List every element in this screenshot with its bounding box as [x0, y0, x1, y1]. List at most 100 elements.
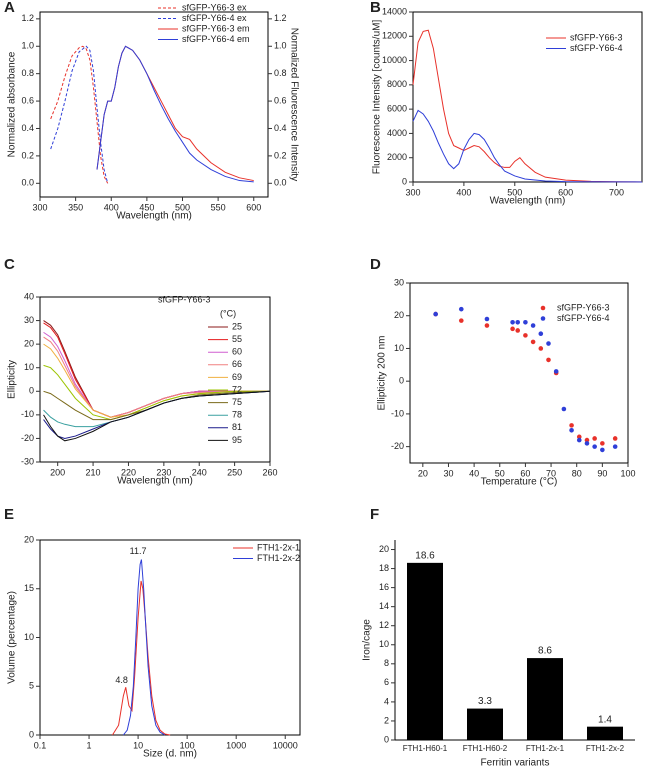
- x-axis-title: Wavelength (nm): [117, 476, 193, 487]
- legend-label: 66: [232, 359, 242, 369]
- x-tick-label: 230: [156, 467, 171, 477]
- annotation: 4.8: [115, 675, 128, 685]
- x-tick-label: 1: [87, 740, 92, 750]
- panel-label: C: [4, 256, 15, 273]
- y-tick-label: 20: [379, 544, 389, 554]
- y-tick-label: 15: [24, 583, 34, 593]
- y-tick-label: 10: [379, 639, 389, 649]
- y-tick-label: 2000: [387, 152, 407, 162]
- series-line: [412, 29, 643, 183]
- legend-label: FTH1-2x-2: [257, 553, 300, 563]
- y-axis-title: Fluorescence Intensity [counts/uM]: [372, 20, 383, 175]
- y2-tick-label: 0.2: [274, 150, 287, 160]
- x-tick-label: 0.1: [34, 740, 47, 750]
- point: [569, 427, 574, 433]
- point: [484, 316, 490, 322]
- y-tick-label: 8: [384, 658, 389, 668]
- y-tick-label: 20: [24, 339, 34, 349]
- legend-marker: [540, 316, 546, 321]
- value-label: 1.4: [598, 714, 612, 725]
- y-tick-label: 12000: [382, 31, 407, 41]
- y-tick-label: 20: [394, 310, 404, 320]
- point: [538, 331, 544, 337]
- y2-tick-label: 0.0: [274, 178, 287, 188]
- y-tick-label: 0.0: [21, 178, 34, 188]
- legend-unit: (°C): [220, 308, 236, 318]
- x-tick-label: 210: [86, 467, 101, 477]
- point: [576, 437, 582, 443]
- x-tick-label: FTH1-H60-1: [403, 744, 448, 753]
- point: [546, 341, 551, 346]
- point: [530, 339, 536, 345]
- annotation: 11.7: [130, 546, 147, 556]
- legend-label: 81: [232, 422, 242, 432]
- y-tick-label: 12: [379, 620, 389, 630]
- point: [510, 319, 515, 325]
- legend-label: sfGFP-Y66-4 ex: [182, 13, 247, 23]
- legend-label: 95: [232, 435, 242, 445]
- series-line: [43, 336, 270, 418]
- plot-frame: [39, 296, 271, 463]
- x-tick-label: FTH1-H60-2: [463, 744, 508, 753]
- series-line: [412, 109, 643, 183]
- point: [584, 437, 590, 443]
- x-axis-title: Ferritin variants: [481, 758, 550, 769]
- point: [523, 333, 528, 338]
- series-line: [50, 45, 109, 184]
- y-tick-label: 4: [384, 696, 389, 706]
- x-tick-label: FTH1-2x-2: [586, 744, 625, 753]
- y-tick-label: -20: [391, 441, 404, 451]
- x-tick-label: 10: [133, 740, 143, 750]
- y-tick-label: 10: [24, 362, 34, 372]
- x-tick-label: 450: [139, 202, 154, 212]
- y-tick-label: 0.4: [21, 123, 34, 133]
- legend-label: 78: [232, 410, 242, 420]
- x-tick-label: 600: [558, 187, 573, 197]
- legend-label: 25: [232, 321, 242, 331]
- point: [515, 319, 521, 325]
- x-tick-label: 300: [32, 202, 47, 212]
- x-tick-label: 400: [104, 202, 119, 212]
- y-axis-title: Ellipticity 200 nm: [377, 335, 388, 410]
- value-label: 3.3: [478, 696, 492, 707]
- point: [561, 406, 567, 412]
- y2-tick-label: 1.2: [274, 13, 287, 23]
- x-tick-label: 30: [443, 468, 453, 478]
- series-line: [43, 390, 271, 421]
- x-tick-label: 350: [68, 202, 83, 212]
- legend-label: sfGFP-Y66-3 em: [182, 23, 250, 33]
- x-tick-label: 100: [180, 740, 195, 750]
- legend-label: sfGFP-Y66-3: [557, 302, 610, 312]
- point: [600, 447, 605, 453]
- panel-label: A: [4, 0, 15, 16]
- series-line: [96, 45, 254, 182]
- x-axis-title: Size (d. nm): [143, 749, 197, 760]
- series-line: [50, 45, 109, 184]
- point: [592, 444, 597, 449]
- value-label: 18.6: [415, 550, 435, 561]
- x-tick-label: 300: [405, 187, 420, 197]
- y-tick-label: -10: [391, 408, 404, 418]
- x-tick-label: 10000: [273, 740, 298, 750]
- panel-label: F: [370, 506, 379, 523]
- y-tick-label: 0: [29, 729, 34, 739]
- y-axis-title: Normalized absorbance: [7, 51, 18, 157]
- plot-frame: [39, 11, 269, 198]
- x-axis-title: Wavelength (nm): [116, 211, 192, 222]
- point: [433, 311, 438, 317]
- point: [612, 444, 618, 449]
- x-tick-label: 1000: [226, 740, 246, 750]
- series-line: [96, 45, 254, 183]
- x-tick-label: 400: [456, 187, 471, 197]
- y-tick-label: 8000: [387, 79, 407, 89]
- x-tick-label: 40: [469, 468, 479, 478]
- x-tick-label: 70: [546, 468, 556, 478]
- legend-label: 72: [232, 384, 242, 394]
- legend-marker: [540, 305, 546, 311]
- x-tick-label: 220: [121, 467, 136, 477]
- y-tick-label: 0.2: [21, 150, 34, 160]
- point: [515, 328, 521, 333]
- y-tick-label: 16: [379, 582, 389, 592]
- x-axis-title: Temperature (°C): [481, 477, 558, 488]
- point: [600, 441, 605, 446]
